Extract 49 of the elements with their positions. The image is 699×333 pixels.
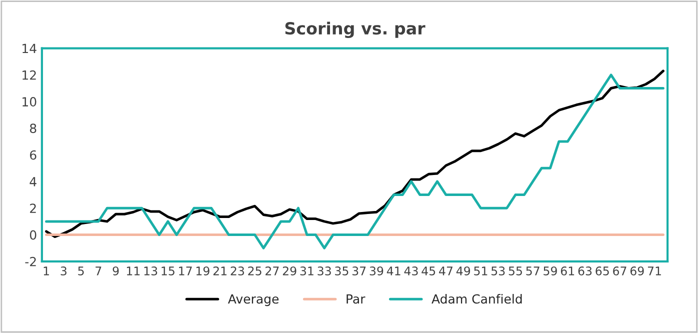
x-tick-label: 1 — [44, 266, 49, 276]
x-tick-label: 21 — [213, 266, 226, 276]
legend-label: Average — [228, 294, 279, 306]
x-tick-label: 69 — [630, 266, 644, 276]
x-tick-label: 3 — [60, 266, 66, 276]
y-tick-label: 12 — [22, 70, 36, 80]
x-tick-label: 7 — [96, 266, 102, 276]
y-tick-label: 14 — [22, 44, 36, 54]
x-tick-label: 67 — [613, 266, 626, 276]
x-tick-label: 9 — [112, 266, 119, 276]
y-tick-label: -2 — [25, 256, 36, 266]
y-tick-label: 2 — [30, 204, 36, 213]
x-tick-label: 57 — [526, 266, 540, 276]
x-tick-label: 25 — [248, 266, 262, 276]
x-tick-label: 13 — [144, 266, 158, 276]
y-tick-label: 8 — [30, 124, 36, 134]
x-tick-label: 53 — [492, 266, 505, 276]
legend-label: Adam Canfield — [432, 294, 522, 304]
x-tick-label: 61 — [560, 266, 574, 276]
legend-label: Par — [346, 294, 366, 304]
x-tick-label: 27 — [266, 266, 279, 276]
x-tick-label: 37 — [352, 266, 366, 276]
x-tick-label: 33 — [318, 266, 331, 276]
x-tick-label: 63 — [578, 266, 592, 276]
y-tick-label: 4 — [30, 177, 36, 186]
x-tick-label: 59 — [544, 266, 557, 276]
x-tick-label: 23 — [230, 266, 244, 276]
x-tick-label: 51 — [474, 266, 488, 276]
x-tick-label: 5 — [78, 266, 84, 276]
x-tick-label: 49 — [456, 266, 470, 276]
y-tick-label: 0 — [30, 230, 36, 240]
x-tick-label: 41 — [386, 266, 400, 276]
x-tick-label: 17 — [179, 266, 192, 276]
y-tick-label: 6 — [30, 150, 36, 160]
x-tick-label: 15 — [162, 266, 174, 276]
x-tick-label: 35 — [335, 266, 348, 276]
x-tick-label: 45 — [422, 266, 436, 276]
x-tick-label: 55 — [508, 266, 522, 276]
x-tick-label: 43 — [404, 266, 418, 276]
x-tick-label: 19 — [196, 266, 210, 276]
y-tick-label: 10 — [22, 97, 36, 106]
x-tick-label: 71 — [648, 266, 661, 276]
x-tick-label: 11 — [126, 266, 140, 276]
x-tick-label: 47 — [439, 266, 452, 276]
chart-title: Scoring vs. par — [285, 22, 426, 38]
x-tick-label: 31 — [300, 266, 314, 276]
x-tick-label: 39 — [370, 266, 384, 276]
x-tick-label: 65 — [596, 266, 609, 276]
x-tick-label: 29 — [282, 266, 296, 276]
